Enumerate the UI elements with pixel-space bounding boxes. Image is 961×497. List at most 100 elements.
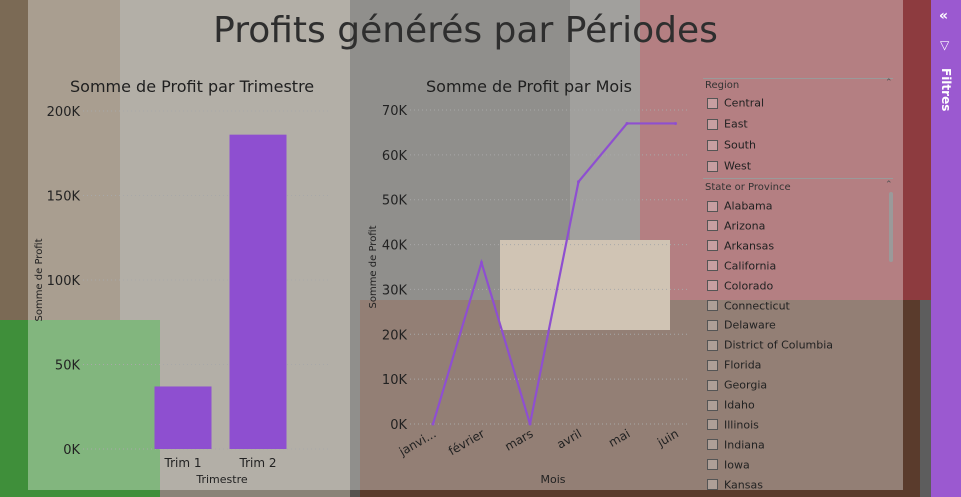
bar [154, 386, 212, 449]
data-point [528, 422, 532, 426]
bar-chart-title: Somme de Profit par Trimestre [70, 77, 315, 96]
y-tick-label: 60K [382, 149, 408, 164]
checkbox[interactable] [707, 439, 718, 451]
state-item-label: Idaho [724, 398, 755, 412]
y-tick-label: 150K [47, 190, 81, 205]
data-point [674, 121, 677, 125]
y-tick-label: 50K [55, 359, 81, 374]
state-item-label: Indiana [724, 438, 765, 452]
state-item[interactable]: Iowa [707, 458, 750, 474]
state-item-label: Georgia [724, 378, 768, 392]
x-tick-label: juin [654, 426, 681, 450]
checkbox[interactable] [707, 260, 718, 272]
page-title: Profits générés par Périodes [213, 10, 718, 51]
checkbox[interactable] [707, 399, 718, 411]
y-tick-label: 30K [382, 283, 408, 298]
state-item-label: Alabama [724, 199, 773, 213]
y-tick-label: 200K [47, 105, 81, 120]
y-tick-label: 20K [382, 328, 408, 343]
state-item[interactable]: Connecticut [707, 299, 790, 315]
checkbox[interactable] [707, 118, 718, 130]
y-tick-label: 50K [382, 194, 408, 209]
region-item-label: Central [724, 96, 765, 110]
checkbox[interactable] [707, 339, 718, 351]
x-tick-label: Trim 2 [239, 456, 277, 470]
state-item-label: Arkansas [724, 239, 775, 253]
data-point [480, 261, 483, 265]
filters-label[interactable]: Filtres [931, 60, 961, 120]
bar-chart[interactable]: 0K 50K 100K 150K 200K Trim 1 Trim 2 Trimestre So… [28, 95, 358, 495]
state-item[interactable]: Idaho [707, 398, 755, 414]
x-axis-title: Mois [540, 473, 565, 486]
state-item[interactable]: Georgia [707, 378, 767, 394]
chevron-up-icon[interactable]: ⌃ [885, 78, 893, 88]
y-tick-label: 10K [382, 373, 408, 388]
filters-label-text: Filtres [939, 68, 953, 112]
data-point [577, 180, 580, 184]
checkbox[interactable] [707, 319, 718, 331]
state-item-label: Arizona [724, 219, 766, 233]
x-tick-label: mars [502, 426, 535, 453]
checkbox[interactable] [707, 379, 718, 391]
checkbox[interactable] [707, 97, 718, 109]
checkbox[interactable] [707, 300, 718, 311]
checkbox[interactable] [707, 200, 718, 212]
state-item[interactable]: Arizona [707, 219, 765, 235]
x-tick-label: février [446, 426, 487, 458]
checkbox[interactable] [707, 419, 718, 431]
x-tick-label: mai [606, 426, 632, 449]
region-item-label: East [724, 117, 748, 131]
chevron-up-icon[interactable]: ⌃ [885, 180, 893, 190]
checkbox[interactable] [707, 459, 718, 471]
state-item-label: Illinois [724, 418, 759, 432]
region-item-label: South [724, 138, 756, 152]
state-item-label: Florida [724, 358, 762, 372]
state-item[interactable]: Colorado [707, 279, 773, 295]
region-item[interactable]: Central [707, 96, 764, 112]
state-item[interactable]: California [707, 259, 776, 275]
state-item-label: California [724, 259, 777, 273]
chevrons-left-icon[interactable]: « [939, 8, 949, 24]
series-line [431, 122, 676, 425]
state-item[interactable]: Illinois [707, 418, 759, 434]
state-slicer-header: State or Province [705, 182, 791, 193]
x-tick-label: avril [554, 426, 584, 451]
region-item[interactable]: East [707, 117, 748, 133]
slicer-top-divider [703, 78, 893, 79]
state-item[interactable]: Alabama [707, 199, 773, 215]
state-item-label: Colorado [724, 279, 774, 293]
slicer-scrollbar[interactable] [889, 192, 893, 262]
checkbox[interactable] [707, 240, 718, 252]
state-item[interactable]: Florida [707, 358, 761, 374]
filters-pane[interactable]: « ▽ Filtres [931, 0, 961, 497]
state-item-label: Delaware [724, 318, 776, 332]
slicer-divider [703, 178, 893, 179]
x-axis-title: Trimestre [195, 473, 247, 486]
state-item-label: District of Columbia [724, 338, 834, 352]
region-item[interactable]: West [707, 159, 751, 175]
y-tick-label: 0K [390, 418, 407, 433]
y-tick-label: 40K [382, 239, 408, 254]
state-item-label: Iowa [724, 458, 750, 472]
y-axis-title: Somme de Profit [368, 225, 379, 308]
checkbox[interactable] [707, 160, 718, 172]
state-item[interactable]: Kansas [707, 478, 763, 490]
y-tick-label: 0K [63, 443, 80, 458]
filter-icon: ▽ [940, 38, 950, 52]
state-item[interactable]: Arkansas [707, 239, 774, 255]
data-point [431, 422, 435, 426]
state-item[interactable]: Delaware [707, 318, 776, 334]
state-item[interactable]: Indiana [707, 438, 765, 454]
y-tick-label: 70K [382, 104, 408, 119]
y-tick-label: 100K [47, 274, 81, 289]
checkbox[interactable] [707, 280, 718, 292]
region-item[interactable]: South [707, 138, 756, 154]
bar [229, 134, 287, 449]
checkbox[interactable] [707, 139, 718, 151]
checkbox[interactable] [707, 479, 718, 490]
checkbox[interactable] [707, 220, 718, 232]
checkbox[interactable] [707, 359, 718, 371]
state-item[interactable]: District of Columbia [707, 338, 833, 354]
